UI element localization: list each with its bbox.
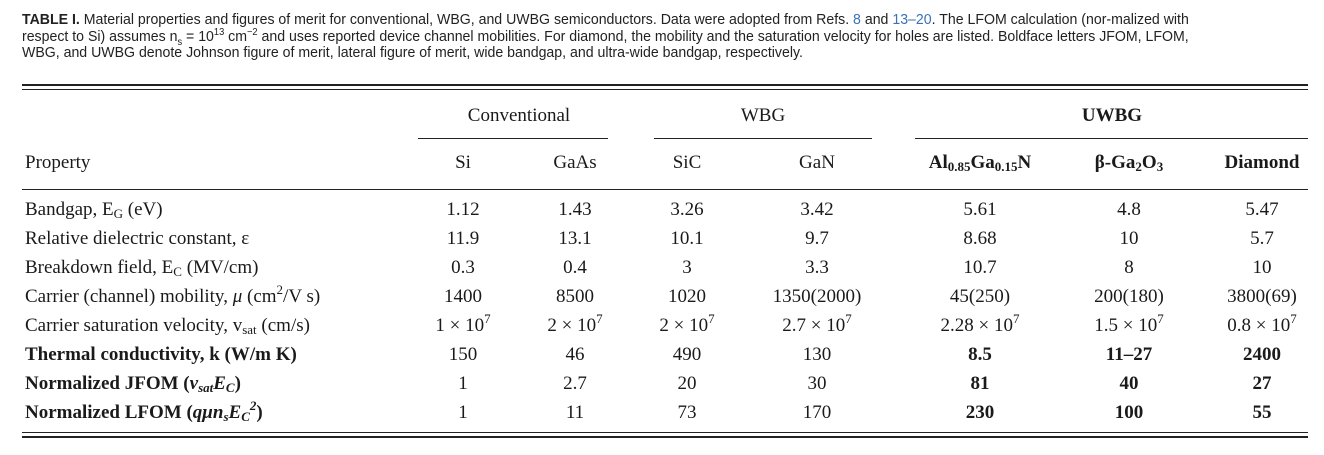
table-cell-thermal: 130 bbox=[802, 344, 832, 365]
table-cell-lfom: 1 bbox=[458, 402, 468, 423]
table-cell-thermal: 46 bbox=[565, 344, 585, 365]
table-cell-jfom: 40 bbox=[1119, 373, 1139, 394]
table-bottom-rule bbox=[22, 432, 1308, 433]
table-cell-bandgap: 5.61 bbox=[963, 199, 997, 220]
table-cell-velocity: 2 × 107 bbox=[659, 311, 715, 336]
table-cell-velocity: 2.7 × 107 bbox=[782, 311, 852, 336]
table-cell-dielectric: 8.68 bbox=[963, 228, 997, 249]
table-bottom-rule bbox=[22, 436, 1308, 438]
table-cell-thermal: 11–27 bbox=[1105, 344, 1153, 365]
table-top-rule bbox=[22, 84, 1308, 86]
table-cell-lfom: 73 bbox=[677, 402, 697, 423]
table-cell-mobility: 3800(69) bbox=[1227, 286, 1297, 307]
caption-text: cm bbox=[224, 27, 248, 45]
table-cell-lfom: 100 bbox=[1114, 402, 1144, 423]
table-cell-mobility: 45(250) bbox=[949, 286, 1011, 307]
table-cell-jfom: 2.7 bbox=[563, 373, 587, 394]
table-cell-velocity: 1 × 107 bbox=[435, 311, 491, 336]
row-label-breakdown: Breakdown field, EC (MV/cm) bbox=[25, 257, 259, 279]
group-header-uwbg: UWBG bbox=[1081, 105, 1143, 126]
table-cell-breakdown: 0.3 bbox=[451, 257, 475, 278]
table-cell-bandgap: 1.12 bbox=[446, 199, 480, 220]
caption-label: TABLE I. bbox=[22, 11, 80, 28]
column-header-sic: SiC bbox=[672, 152, 702, 173]
row-label-dielectric: Relative dielectric constant, ε bbox=[25, 228, 250, 249]
table-cell-mobility: 1400 bbox=[444, 286, 482, 307]
table-cell-breakdown: 10 bbox=[1252, 257, 1272, 278]
table-cell-dielectric: 10.1 bbox=[670, 228, 704, 249]
table-cell-breakdown: 3 bbox=[682, 257, 692, 278]
column-header-ga2o3: β-Ga2O3 bbox=[1094, 152, 1164, 174]
table-top-rule bbox=[22, 89, 1308, 90]
group-header-wbg: WBG bbox=[740, 105, 786, 126]
caption-text: . The LFOM calculation (nor-malized with… bbox=[22, 11, 1189, 45]
row-label-velocity: Carrier saturation velocity, vsat (cm/s) bbox=[25, 315, 310, 337]
caption-superscript: 13 bbox=[213, 26, 225, 38]
table-cell-dielectric: 13.1 bbox=[558, 228, 592, 249]
table-cell-breakdown: 10.7 bbox=[963, 257, 997, 278]
table-cell-bandgap: 4.8 bbox=[1117, 199, 1141, 220]
table-cell-lfom: 230 bbox=[965, 402, 995, 423]
table-cell-jfom: 30 bbox=[807, 373, 827, 394]
table-cell-thermal: 2400 bbox=[1243, 344, 1281, 365]
row-label-lfom: Normalized LFOM (qμnsEC2) bbox=[25, 398, 263, 424]
table-cell-lfom: 55 bbox=[1252, 402, 1272, 423]
table-cell-breakdown: 3.3 bbox=[805, 257, 829, 278]
table-cell-bandgap: 5.47 bbox=[1245, 199, 1279, 220]
group-rule-wbg bbox=[654, 138, 872, 139]
column-header-property: Property bbox=[25, 152, 91, 173]
table-cell-velocity: 0.8 × 107 bbox=[1227, 311, 1297, 336]
caption-superscript: −2 bbox=[247, 26, 258, 38]
table-cell-jfom: 81 bbox=[970, 373, 990, 394]
header-rule bbox=[22, 189, 1308, 190]
column-header-gaas: GaAs bbox=[553, 152, 597, 173]
reference-link[interactable]: 8 bbox=[853, 11, 861, 28]
column-header-gan: GaN bbox=[799, 152, 835, 173]
table-cell-velocity: 2 × 107 bbox=[547, 311, 603, 336]
table-cell-dielectric: 9.7 bbox=[805, 228, 829, 249]
table-cell-bandgap: 1.43 bbox=[558, 199, 592, 220]
table-cell-mobility: 8500 bbox=[556, 286, 594, 307]
table-cell-thermal: 490 bbox=[672, 344, 702, 365]
reference-link[interactable]: 13–20 bbox=[892, 11, 932, 28]
table-cell-lfom: 11 bbox=[565, 402, 585, 423]
table-cell-dielectric: 5.7 bbox=[1250, 228, 1274, 249]
table-cell-jfom: 27 bbox=[1252, 373, 1272, 394]
table-cell-mobility: 1350(2000) bbox=[772, 286, 862, 307]
table-cell-dielectric: 10 bbox=[1119, 228, 1139, 249]
column-header-algan: Al0.85Ga0.15N bbox=[928, 152, 1032, 174]
table-cell-breakdown: 0.4 bbox=[563, 257, 587, 278]
row-label-bandgap: Bandgap, EG (eV) bbox=[25, 199, 163, 221]
table-cell-mobility: 200(180) bbox=[1094, 286, 1164, 307]
row-label-thermal: Thermal conductivity, k (W/m K) bbox=[25, 344, 297, 365]
table-cell-breakdown: 8 bbox=[1124, 257, 1134, 278]
table-cell-bandgap: 3.42 bbox=[800, 199, 834, 220]
group-rule-uwbg bbox=[915, 138, 1308, 139]
column-header-diamond: Diamond bbox=[1224, 152, 1300, 173]
caption-subscript: s bbox=[177, 36, 183, 48]
table-cell-bandgap: 3.26 bbox=[670, 199, 704, 220]
group-rule-conventional bbox=[418, 138, 608, 139]
table-caption: TABLE I. Material properties and figures… bbox=[22, 11, 1222, 62]
row-label-jfom: Normalized JFOM (vsatEC) bbox=[25, 373, 241, 395]
table-cell-jfom: 1 bbox=[458, 373, 468, 394]
caption-text: = 10 bbox=[182, 27, 214, 45]
row-label-mobility: Carrier (channel) mobility, μ (cm2/V s) bbox=[25, 282, 321, 307]
group-header-conventional: Conventional bbox=[467, 105, 571, 126]
table-cell-lfom: 170 bbox=[802, 402, 832, 423]
caption-text: and uses reported device channel mobilit… bbox=[22, 27, 1189, 61]
table-cell-thermal: 8.5 bbox=[968, 344, 992, 365]
table-cell-velocity: 1.5 × 107 bbox=[1094, 311, 1164, 336]
column-header-si: Si bbox=[455, 152, 471, 173]
table-cell-jfom: 20 bbox=[677, 373, 697, 394]
table-cell-thermal: 150 bbox=[448, 344, 478, 365]
table-cell-dielectric: 11.9 bbox=[446, 228, 480, 249]
caption-text: Material properties and figures of merit… bbox=[79, 11, 854, 28]
caption-text: and bbox=[860, 11, 893, 28]
table-cell-velocity: 2.28 × 107 bbox=[940, 311, 1020, 336]
table-cell-mobility: 1020 bbox=[668, 286, 706, 307]
